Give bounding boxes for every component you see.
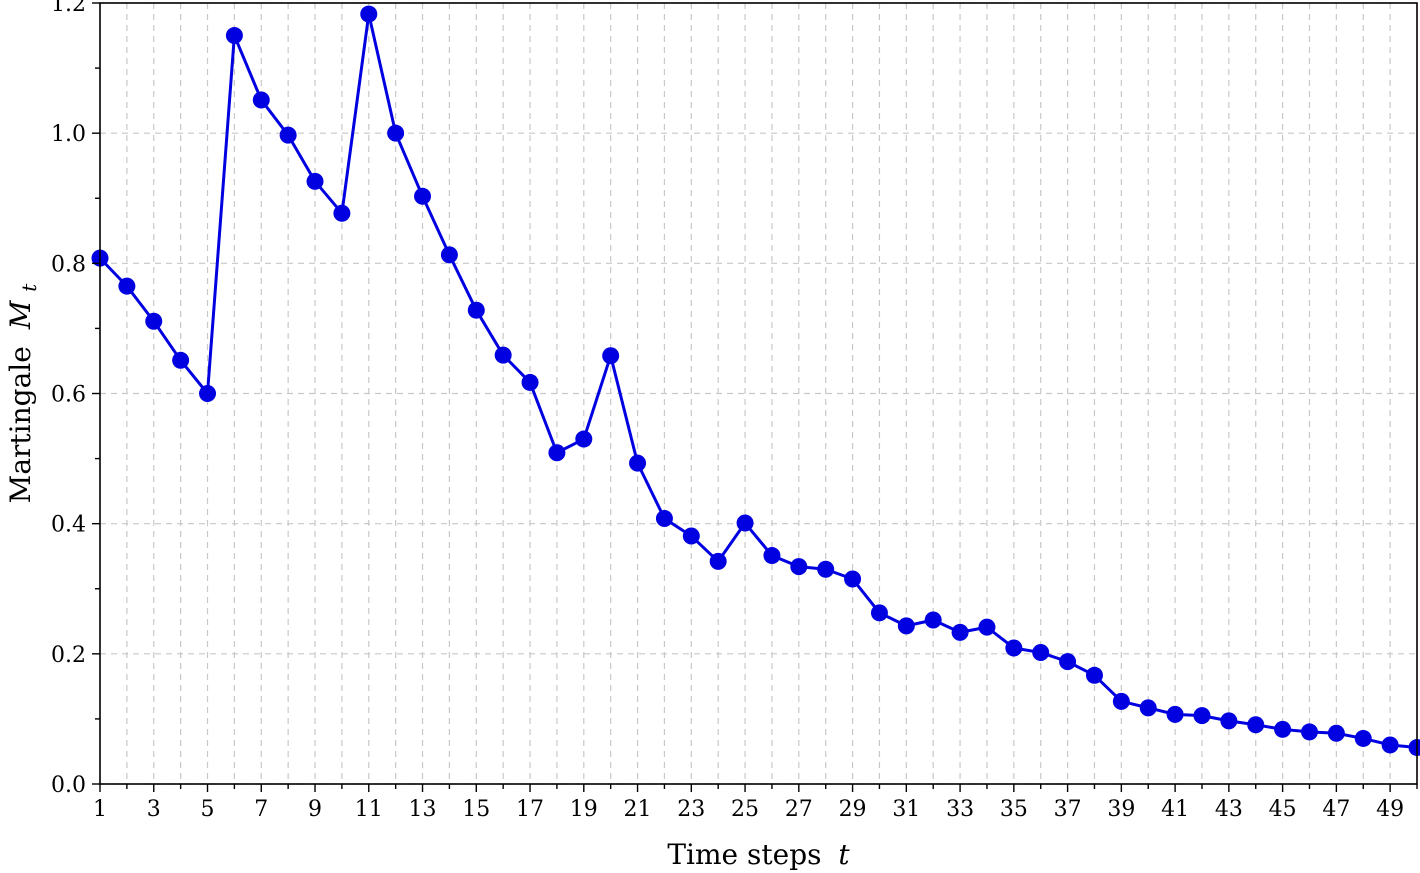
data-point — [763, 547, 781, 565]
data-point — [817, 560, 835, 578]
data-point — [1300, 723, 1318, 741]
data-point — [1059, 653, 1077, 671]
data-point — [1032, 644, 1050, 662]
grid — [99, 2, 1418, 785]
x-tick-label: 37 — [1054, 797, 1082, 822]
data-point — [575, 430, 593, 448]
data-point — [1166, 705, 1184, 723]
data-point — [655, 509, 673, 527]
data-point — [1139, 699, 1157, 717]
data-point — [978, 618, 996, 636]
data-point — [172, 351, 190, 369]
x-tick-label: 7 — [254, 797, 268, 822]
x-axis-label-var: t — [838, 838, 850, 871]
x-tick-label: 25 — [731, 797, 759, 822]
data-point — [252, 91, 270, 109]
data-point — [1408, 739, 1420, 757]
data-point — [440, 246, 458, 264]
x-tick-label: 33 — [946, 797, 974, 822]
x-tick-label: 15 — [462, 797, 490, 822]
data-point — [1005, 639, 1023, 657]
plot-frame — [99, 2, 1418, 785]
y-axis-label-text: Martingale — [4, 346, 37, 503]
x-tick-label: 9 — [308, 797, 322, 822]
data-point — [629, 454, 647, 472]
data-point — [548, 444, 566, 462]
data-point — [897, 617, 915, 635]
x-tick-label: 13 — [409, 797, 437, 822]
x-axis-label: Time steps t — [667, 838, 850, 871]
data-point — [790, 558, 808, 576]
data-point — [306, 172, 324, 190]
data-point — [199, 385, 217, 402]
y-tick-label: 0.2 — [51, 643, 86, 668]
y-tick-label: 0.0 — [51, 773, 86, 798]
data-point — [1327, 724, 1345, 742]
data-point — [682, 527, 700, 545]
x-tick-label: 41 — [1161, 797, 1189, 822]
axes — [92, 2, 1418, 792]
x-tick-label: 31 — [892, 797, 920, 822]
data-point — [494, 346, 512, 364]
data-point — [414, 187, 432, 205]
x-tick-label: 43 — [1215, 797, 1243, 822]
x-tick-label: 11 — [355, 797, 383, 822]
y-tick-label: 1.0 — [51, 122, 86, 147]
data-point — [118, 277, 136, 295]
series-layer — [91, 5, 1420, 757]
x-tick-label: 1 — [93, 797, 107, 822]
data-point — [1354, 729, 1372, 747]
data-point — [1085, 666, 1103, 684]
y-tick-label: 0.4 — [51, 513, 86, 538]
data-point — [225, 27, 243, 45]
data-point — [1274, 720, 1292, 738]
data-point — [602, 347, 620, 365]
x-tick-label: 19 — [570, 797, 598, 822]
data-point — [736, 514, 754, 532]
data-point — [1381, 736, 1399, 754]
data-point — [1112, 692, 1130, 710]
x-tick-label: 39 — [1107, 797, 1135, 822]
y-axis-label: Martingale M t — [4, 283, 41, 504]
data-point — [844, 570, 862, 588]
data-point — [1220, 712, 1238, 730]
data-point — [467, 301, 485, 319]
data-point — [1247, 716, 1265, 734]
tick-labels: 1 3 5 7 9 11 13 15 17 19 21 23 25 27 29 31 33 35 37 39 41 43 4… — [51, 0, 1404, 822]
x-tick-label: 27 — [785, 797, 813, 822]
data-point — [951, 623, 969, 641]
y-axis-label-var: M — [4, 299, 37, 330]
y-tick-label: 0.8 — [51, 252, 86, 277]
data-point — [145, 312, 163, 330]
data-point — [279, 126, 297, 144]
x-tick-label: 23 — [677, 797, 705, 822]
data-point — [870, 604, 888, 622]
x-tick-label: 17 — [516, 797, 544, 822]
y-tick-label: 0.6 — [51, 383, 86, 408]
series-line — [98, 12, 1418, 750]
x-tick-label: 21 — [624, 797, 652, 822]
x-tick-label: 45 — [1269, 797, 1297, 822]
data-point — [924, 611, 942, 629]
data-point — [709, 552, 727, 570]
x-tick-label: 47 — [1322, 797, 1350, 822]
y-axis-label-sub: t — [17, 283, 41, 292]
data-point — [387, 124, 405, 142]
x-tick-label: 29 — [839, 797, 867, 822]
data-point — [1193, 707, 1211, 725]
data-point — [360, 5, 378, 23]
x-tick-label: 35 — [1000, 797, 1028, 822]
data-point — [333, 204, 351, 222]
y-tick-label: 1.2 — [51, 0, 86, 17]
x-tick-label: 3 — [147, 797, 161, 822]
x-axis-label-text: Time steps — [667, 838, 821, 871]
data-point — [521, 373, 539, 391]
x-tick-label: 5 — [201, 797, 215, 822]
x-tick-label: 49 — [1376, 797, 1404, 822]
